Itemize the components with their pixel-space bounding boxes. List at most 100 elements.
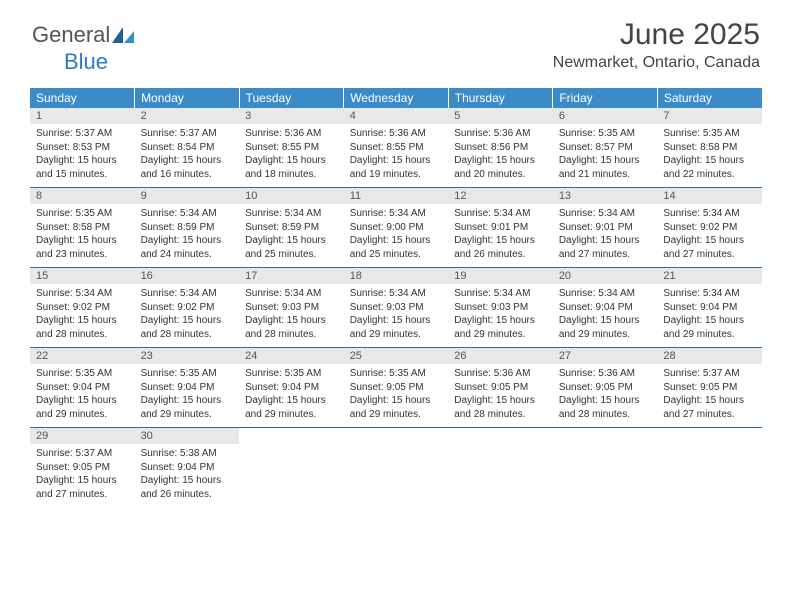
weekday-header-row: SundayMondayTuesdayWednesdayThursdayFrid… bbox=[30, 88, 762, 108]
calendar-cell: 14Sunrise: 5:34 AMSunset: 9:02 PMDayligh… bbox=[657, 188, 762, 268]
day-details: Sunrise: 5:35 AMSunset: 9:04 PMDaylight:… bbox=[135, 364, 240, 427]
calendar-cell: 25Sunrise: 5:35 AMSunset: 9:05 PMDayligh… bbox=[344, 348, 449, 428]
calendar-row: 15Sunrise: 5:34 AMSunset: 9:02 PMDayligh… bbox=[30, 268, 762, 348]
calendar-body: 1Sunrise: 5:37 AMSunset: 8:53 PMDaylight… bbox=[30, 108, 762, 507]
day-number: 17 bbox=[239, 268, 344, 284]
day-details: Sunrise: 5:35 AMSunset: 9:04 PMDaylight:… bbox=[30, 364, 135, 427]
day-number: 5 bbox=[448, 108, 553, 124]
day-number: 27 bbox=[553, 348, 658, 364]
logo-text: General Blue bbox=[32, 22, 134, 74]
day-number: 23 bbox=[135, 348, 240, 364]
day-number: 14 bbox=[657, 188, 762, 204]
day-number: 7 bbox=[657, 108, 762, 124]
calendar-row: 29Sunrise: 5:37 AMSunset: 9:05 PMDayligh… bbox=[30, 428, 762, 508]
calendar-cell: 20Sunrise: 5:34 AMSunset: 9:04 PMDayligh… bbox=[553, 268, 658, 348]
weekday-header: Friday bbox=[553, 88, 658, 108]
day-number: 20 bbox=[553, 268, 658, 284]
day-details: Sunrise: 5:34 AMSunset: 9:02 PMDaylight:… bbox=[135, 284, 240, 347]
calendar-cell: 29Sunrise: 5:37 AMSunset: 9:05 PMDayligh… bbox=[30, 428, 135, 508]
day-number: 22 bbox=[30, 348, 135, 364]
day-details: Sunrise: 5:34 AMSunset: 9:03 PMDaylight:… bbox=[448, 284, 553, 347]
day-number: 28 bbox=[657, 348, 762, 364]
calendar-row: 8Sunrise: 5:35 AMSunset: 8:58 PMDaylight… bbox=[30, 188, 762, 268]
day-details: Sunrise: 5:34 AMSunset: 9:04 PMDaylight:… bbox=[657, 284, 762, 347]
calendar-cell: 9Sunrise: 5:34 AMSunset: 8:59 PMDaylight… bbox=[135, 188, 240, 268]
weekday-header: Sunday bbox=[30, 88, 135, 108]
calendar-cell: 7Sunrise: 5:35 AMSunset: 8:58 PMDaylight… bbox=[657, 108, 762, 188]
calendar-cell: 10Sunrise: 5:34 AMSunset: 8:59 PMDayligh… bbox=[239, 188, 344, 268]
day-details: Sunrise: 5:34 AMSunset: 9:04 PMDaylight:… bbox=[553, 284, 658, 347]
day-details: Sunrise: 5:35 AMSunset: 9:04 PMDaylight:… bbox=[239, 364, 344, 427]
page-title: June 2025 bbox=[32, 18, 760, 52]
day-number: 19 bbox=[448, 268, 553, 284]
calendar-cell: 11Sunrise: 5:34 AMSunset: 9:00 PMDayligh… bbox=[344, 188, 449, 268]
calendar-cell bbox=[448, 428, 553, 508]
day-number: 9 bbox=[135, 188, 240, 204]
location-label: Newmarket, Ontario, Canada bbox=[32, 54, 760, 72]
day-details: Sunrise: 5:37 AMSunset: 9:05 PMDaylight:… bbox=[30, 444, 135, 507]
day-number: 18 bbox=[344, 268, 449, 284]
day-details: Sunrise: 5:37 AMSunset: 8:53 PMDaylight:… bbox=[30, 124, 135, 187]
calendar-row: 22Sunrise: 5:35 AMSunset: 9:04 PMDayligh… bbox=[30, 348, 762, 428]
weekday-header: Thursday bbox=[448, 88, 553, 108]
day-number: 2 bbox=[135, 108, 240, 124]
day-details: Sunrise: 5:34 AMSunset: 9:03 PMDaylight:… bbox=[239, 284, 344, 347]
calendar-cell: 12Sunrise: 5:34 AMSunset: 9:01 PMDayligh… bbox=[448, 188, 553, 268]
calendar-row: 1Sunrise: 5:37 AMSunset: 8:53 PMDaylight… bbox=[30, 108, 762, 188]
calendar-cell: 15Sunrise: 5:34 AMSunset: 9:02 PMDayligh… bbox=[30, 268, 135, 348]
day-details: Sunrise: 5:35 AMSunset: 9:05 PMDaylight:… bbox=[344, 364, 449, 427]
calendar-cell: 4Sunrise: 5:36 AMSunset: 8:55 PMDaylight… bbox=[344, 108, 449, 188]
day-details: Sunrise: 5:37 AMSunset: 8:54 PMDaylight:… bbox=[135, 124, 240, 187]
day-number: 3 bbox=[239, 108, 344, 124]
calendar-cell: 8Sunrise: 5:35 AMSunset: 8:58 PMDaylight… bbox=[30, 188, 135, 268]
calendar-cell: 13Sunrise: 5:34 AMSunset: 9:01 PMDayligh… bbox=[553, 188, 658, 268]
calendar-cell bbox=[553, 428, 658, 508]
day-number: 30 bbox=[135, 428, 240, 444]
calendar-cell: 17Sunrise: 5:34 AMSunset: 9:03 PMDayligh… bbox=[239, 268, 344, 348]
day-number: 6 bbox=[553, 108, 658, 124]
day-details: Sunrise: 5:36 AMSunset: 8:55 PMDaylight:… bbox=[344, 124, 449, 187]
calendar-cell: 24Sunrise: 5:35 AMSunset: 9:04 PMDayligh… bbox=[239, 348, 344, 428]
day-details: Sunrise: 5:38 AMSunset: 9:04 PMDaylight:… bbox=[135, 444, 240, 507]
calendar-cell: 21Sunrise: 5:34 AMSunset: 9:04 PMDayligh… bbox=[657, 268, 762, 348]
day-details: Sunrise: 5:34 AMSunset: 8:59 PMDaylight:… bbox=[135, 204, 240, 267]
day-number: 29 bbox=[30, 428, 135, 444]
day-number: 4 bbox=[344, 108, 449, 124]
day-number: 15 bbox=[30, 268, 135, 284]
day-number: 10 bbox=[239, 188, 344, 204]
calendar-cell: 22Sunrise: 5:35 AMSunset: 9:04 PMDayligh… bbox=[30, 348, 135, 428]
day-details: Sunrise: 5:35 AMSunset: 8:57 PMDaylight:… bbox=[553, 124, 658, 187]
day-number: 21 bbox=[657, 268, 762, 284]
calendar-cell: 5Sunrise: 5:36 AMSunset: 8:56 PMDaylight… bbox=[448, 108, 553, 188]
day-details: Sunrise: 5:36 AMSunset: 8:55 PMDaylight:… bbox=[239, 124, 344, 187]
calendar-cell: 1Sunrise: 5:37 AMSunset: 8:53 PMDaylight… bbox=[30, 108, 135, 188]
day-details: Sunrise: 5:36 AMSunset: 9:05 PMDaylight:… bbox=[553, 364, 658, 427]
calendar-cell bbox=[344, 428, 449, 508]
weekday-header: Saturday bbox=[657, 88, 762, 108]
day-details: Sunrise: 5:34 AMSunset: 9:02 PMDaylight:… bbox=[30, 284, 135, 347]
calendar-cell: 6Sunrise: 5:35 AMSunset: 8:57 PMDaylight… bbox=[553, 108, 658, 188]
weekday-header: Tuesday bbox=[239, 88, 344, 108]
calendar-cell: 2Sunrise: 5:37 AMSunset: 8:54 PMDaylight… bbox=[135, 108, 240, 188]
day-details: Sunrise: 5:34 AMSunset: 9:01 PMDaylight:… bbox=[448, 204, 553, 267]
calendar-table: SundayMondayTuesdayWednesdayThursdayFrid… bbox=[30, 88, 762, 507]
header: General Blue June 2025 Newmarket, Ontari… bbox=[0, 0, 792, 80]
title-block: June 2025 Newmarket, Ontario, Canada bbox=[32, 18, 760, 72]
day-details: Sunrise: 5:34 AMSunset: 8:59 PMDaylight:… bbox=[239, 204, 344, 267]
calendar-cell: 28Sunrise: 5:37 AMSunset: 9:05 PMDayligh… bbox=[657, 348, 762, 428]
day-number: 1 bbox=[30, 108, 135, 124]
calendar-cell: 30Sunrise: 5:38 AMSunset: 9:04 PMDayligh… bbox=[135, 428, 240, 508]
day-details: Sunrise: 5:37 AMSunset: 9:05 PMDaylight:… bbox=[657, 364, 762, 427]
day-details: Sunrise: 5:34 AMSunset: 9:03 PMDaylight:… bbox=[344, 284, 449, 347]
logo: General Blue bbox=[32, 22, 134, 75]
logo-word2: Blue bbox=[64, 49, 108, 74]
day-details: Sunrise: 5:34 AMSunset: 9:01 PMDaylight:… bbox=[553, 204, 658, 267]
day-number: 8 bbox=[30, 188, 135, 204]
day-details: Sunrise: 5:36 AMSunset: 8:56 PMDaylight:… bbox=[448, 124, 553, 187]
day-details: Sunrise: 5:35 AMSunset: 8:58 PMDaylight:… bbox=[657, 124, 762, 187]
calendar-cell: 23Sunrise: 5:35 AMSunset: 9:04 PMDayligh… bbox=[135, 348, 240, 428]
day-number: 25 bbox=[344, 348, 449, 364]
calendar-cell: 3Sunrise: 5:36 AMSunset: 8:55 PMDaylight… bbox=[239, 108, 344, 188]
day-number: 11 bbox=[344, 188, 449, 204]
day-details: Sunrise: 5:35 AMSunset: 8:58 PMDaylight:… bbox=[30, 204, 135, 267]
